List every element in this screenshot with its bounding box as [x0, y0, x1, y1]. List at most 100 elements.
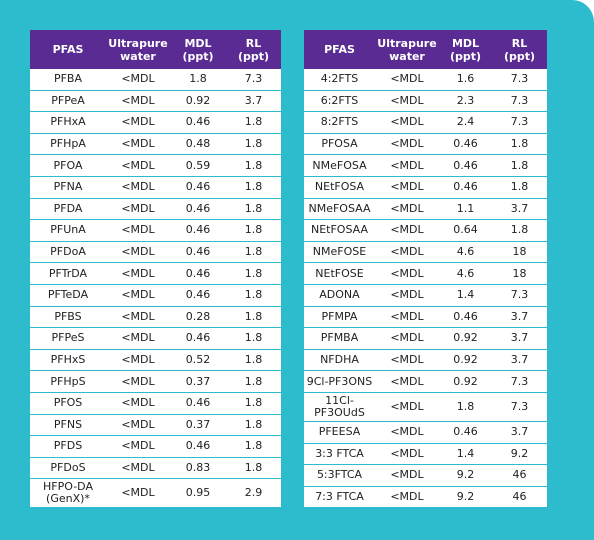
cell-pfas: PFHxS	[30, 349, 106, 372]
cell-ultrapure-water: <MDL	[106, 478, 170, 509]
cell-mdl: 4.6	[439, 262, 492, 285]
table-row: HFPO-DA (GenX)* <MDL 0.95 2.9	[30, 478, 281, 509]
cell-pfas: PFNA	[30, 176, 106, 199]
cell-ultrapure-water: <MDL	[106, 262, 170, 285]
cell-mdl: 0.92	[170, 90, 226, 113]
cell-mdl: 0.48	[170, 133, 226, 156]
cell-pfas: PFDS	[30, 435, 106, 458]
cell-mdl: 0.46	[170, 435, 226, 458]
cell-rl: 7.3	[492, 111, 547, 134]
cell-pfas: NMeFOSE	[304, 241, 375, 264]
cell-ultrapure-water: <MDL	[106, 414, 170, 437]
cell-rl: 1.8	[226, 327, 281, 350]
cell-rl: 18	[492, 262, 547, 285]
cell-pfas: PFHpS	[30, 370, 106, 393]
cell-rl: 1.8	[226, 370, 281, 393]
cell-rl: 1.8	[226, 219, 281, 242]
cell-mdl: 0.92	[439, 370, 492, 393]
cell-mdl: 0.95	[170, 478, 226, 509]
cell-pfas: NEtFOSAA	[304, 219, 375, 242]
cell-ultrapure-water: <MDL	[375, 370, 439, 393]
cell-mdl: 0.59	[170, 154, 226, 177]
cell-pfas: PFEESA	[304, 421, 375, 444]
cell-pfas: PFUnA	[30, 219, 106, 242]
cell-ultrapure-water: <MDL	[375, 262, 439, 285]
header-ultrapure-water: Ultrapure water	[106, 30, 170, 69]
right-header-row: PFAS Ultrapure water MDL (ppt) RL (ppt)	[304, 30, 547, 69]
cell-pfas: 6:2FTS	[304, 90, 375, 113]
cell-rl: 9.2	[492, 443, 547, 466]
right-pfas-table: PFAS Ultrapure water MDL (ppt) RL (ppt) 4:2FTS…	[304, 30, 547, 509]
cell-mdl: 2.3	[439, 90, 492, 113]
table-row: 4:2FTS <MDL 1.6 7.3	[304, 69, 547, 91]
cell-ultrapure-water: <MDL	[375, 154, 439, 177]
cell-pfas: NMeFOSA	[304, 154, 375, 177]
cell-pfas: 4:2FTS	[304, 69, 375, 91]
cell-rl: 7.3	[492, 90, 547, 113]
header-rl: RL (ppt)	[226, 30, 281, 69]
cell-rl: 3.7	[226, 90, 281, 113]
cell-mdl: 0.92	[439, 327, 492, 350]
cell-ultrapure-water: <MDL	[375, 421, 439, 444]
table-row: PFOS <MDL 0.46 1.8	[30, 392, 281, 415]
cell-mdl: 1.6	[439, 69, 492, 91]
cell-ultrapure-water: <MDL	[106, 90, 170, 113]
cell-ultrapure-water: <MDL	[106, 133, 170, 156]
cell-mdl: 0.46	[170, 262, 226, 285]
header-pfas: PFAS	[304, 30, 375, 69]
table-row: 7:3 FTCA <MDL 9.2 46	[304, 486, 547, 509]
cell-rl: 1.8	[492, 176, 547, 199]
cell-mdl: 0.46	[170, 241, 226, 264]
cell-ultrapure-water: <MDL	[106, 69, 170, 91]
cell-rl: 1.8	[226, 154, 281, 177]
table-row: 8:2FTS <MDL 2.4 7.3	[304, 111, 547, 134]
cell-pfas: PFBA	[30, 69, 106, 91]
left-header-row: PFAS Ultrapure water MDL (ppt) RL (ppt)	[30, 30, 281, 69]
table-row: PFTrDA <MDL 0.46 1.8	[30, 262, 281, 285]
cell-pfas: 11Cl- PF3OUdS	[304, 392, 375, 422]
table-row: PFHpS <MDL 0.37 1.8	[30, 370, 281, 393]
cell-rl: 7.3	[492, 392, 547, 422]
cell-ultrapure-water: <MDL	[375, 284, 439, 307]
header-pfas: PFAS	[30, 30, 106, 69]
cell-ultrapure-water: <MDL	[106, 457, 170, 480]
cell-pfas: PFTrDA	[30, 262, 106, 285]
cell-rl: 1.8	[226, 111, 281, 134]
cell-ultrapure-water: <MDL	[106, 327, 170, 350]
cell-mdl: 0.37	[170, 414, 226, 437]
cell-pfas: PFMPA	[304, 306, 375, 329]
cell-pfas: PFHpA	[30, 133, 106, 156]
cell-pfas: 8:2FTS	[304, 111, 375, 134]
cell-mdl: 0.46	[439, 154, 492, 177]
table-row: PFPeS <MDL 0.46 1.8	[30, 327, 281, 350]
cell-pfas: 3:3 FTCA	[304, 443, 375, 466]
cell-mdl: 1.1	[439, 198, 492, 221]
cell-mdl: 1.4	[439, 443, 492, 466]
table-row: PFMPA <MDL 0.46 3.7	[304, 306, 547, 329]
cell-pfas: PFTeDA	[30, 284, 106, 307]
table-row: NMeFOSA <MDL 0.46 1.8	[304, 154, 547, 177]
table-row: PFBA <MDL 1.8 7.3	[30, 69, 281, 91]
cell-pfas: PFPeS	[30, 327, 106, 350]
cell-mdl: 0.46	[170, 327, 226, 350]
cell-rl: 3.7	[492, 421, 547, 444]
cell-pfas: NEtFOSA	[304, 176, 375, 199]
table-row: 9Cl-PF3ONS <MDL 0.92 7.3	[304, 370, 547, 393]
cell-rl: 1.8	[226, 198, 281, 221]
cell-rl: 3.7	[492, 349, 547, 372]
cell-rl: 3.7	[492, 198, 547, 221]
cell-rl: 1.8	[226, 262, 281, 285]
cell-ultrapure-water: <MDL	[375, 392, 439, 422]
cell-mdl: 0.52	[170, 349, 226, 372]
cell-ultrapure-water: <MDL	[106, 176, 170, 199]
cell-pfas: PFDA	[30, 198, 106, 221]
header-mdl: MDL (ppt)	[170, 30, 226, 69]
table-row: PFDoS <MDL 0.83 1.8	[30, 457, 281, 480]
cell-pfas: PFBS	[30, 306, 106, 329]
table-row: PFUnA <MDL 0.46 1.8	[30, 219, 281, 242]
table-row: 5:3FTCA <MDL 9.2 46	[304, 464, 547, 487]
table-row: PFOSA <MDL 0.46 1.8	[304, 133, 547, 156]
cell-rl: 3.7	[492, 306, 547, 329]
cell-mdl: 0.46	[439, 133, 492, 156]
cell-pfas: PFDoA	[30, 241, 106, 264]
